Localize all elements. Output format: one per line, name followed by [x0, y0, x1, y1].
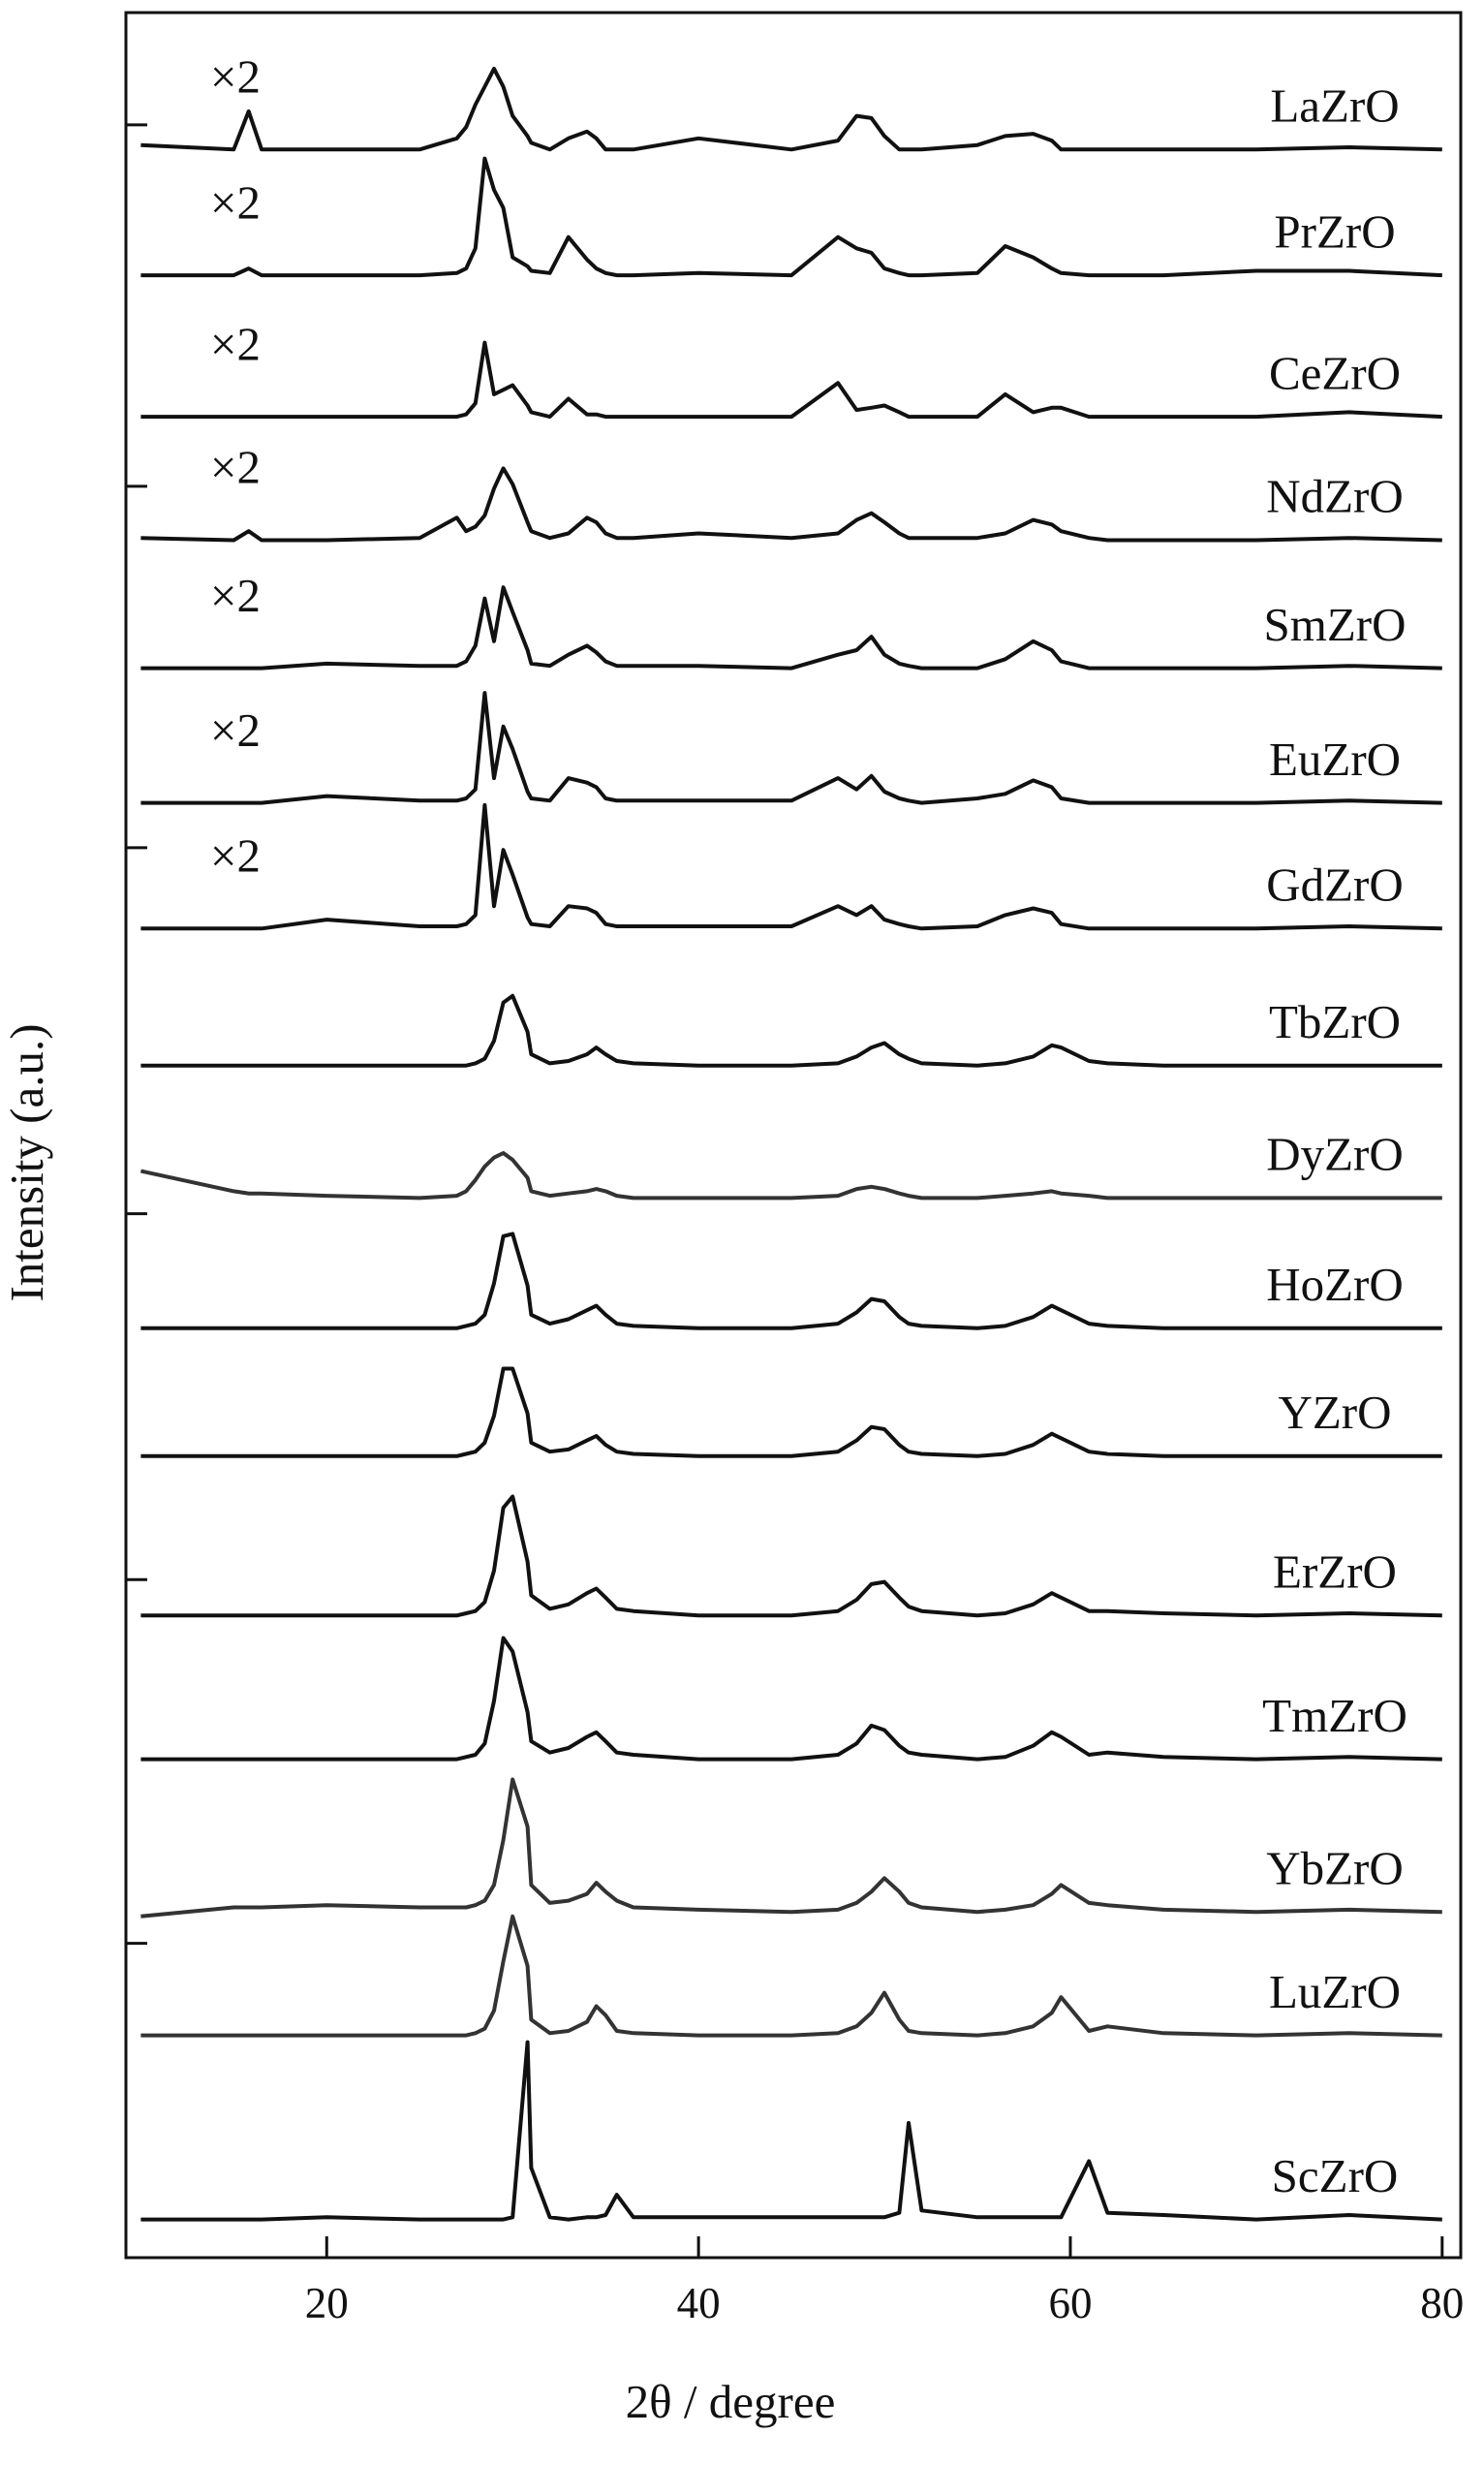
- series-label: PrZrO: [1274, 204, 1395, 258]
- x-tick-label: 40: [677, 2279, 721, 2327]
- xrd-pattern: [140, 66, 1442, 152]
- series-label: ErZrO: [1273, 1545, 1397, 1599]
- series-label: TmZrO: [1262, 1689, 1407, 1742]
- scale-label: ×2: [210, 175, 261, 229]
- series-label: SmZrO: [1264, 598, 1407, 651]
- xrd-pattern: [140, 466, 1442, 543]
- xrd-pattern: [140, 1232, 1442, 1330]
- x-tick-label: 80: [1420, 2279, 1464, 2327]
- x-tick-label: 20: [305, 2279, 349, 2327]
- xrd-pattern: [140, 993, 1442, 1068]
- xrd-pattern: [140, 585, 1442, 671]
- series-label: YbZrO: [1266, 1841, 1404, 1894]
- xrd-pattern: [140, 1777, 1442, 1919]
- scale-label: ×2: [210, 441, 261, 494]
- y-axis-label: Intensity (a.u.): [0, 1023, 53, 1301]
- series-label: GdZrO: [1266, 858, 1404, 912]
- plot-frame: [124, 11, 1463, 2260]
- series-label: TbZrO: [1269, 995, 1401, 1048]
- x-axis-label: 2θ / degree: [626, 2375, 836, 2428]
- scale-label: ×2: [210, 703, 261, 757]
- x-tick-label: 60: [1048, 2279, 1092, 2327]
- xrd-pattern: [140, 1366, 1442, 1458]
- series-label: LaZrO: [1270, 79, 1399, 133]
- xrd-pattern: [140, 2040, 1442, 2222]
- xrd-pattern: [140, 691, 1442, 805]
- series-label: ScZrO: [1272, 2149, 1399, 2202]
- xrd-pattern: [140, 802, 1442, 931]
- series-label: CeZrO: [1269, 346, 1401, 399]
- scale-label: ×2: [210, 829, 261, 883]
- series-label: LuZrO: [1269, 1965, 1401, 2018]
- xrd-pattern: [140, 340, 1442, 420]
- series-label: NdZrO: [1266, 470, 1404, 523]
- xrd-pattern: [140, 1914, 1442, 2038]
- xrd-pattern: [140, 1494, 1442, 1618]
- xrd-pattern: [139, 1151, 1442, 1201]
- scale-label: ×2: [210, 50, 261, 104]
- scale-label: ×2: [210, 317, 261, 370]
- scale-label: ×2: [210, 569, 261, 622]
- xrd-pattern: [140, 156, 1442, 278]
- xrd-pattern: [140, 1636, 1442, 1762]
- series-label: DyZrO: [1266, 1128, 1404, 1181]
- series-label: YZrO: [1278, 1386, 1391, 1439]
- series-label: EuZrO: [1269, 733, 1401, 786]
- series-label: HoZrO: [1266, 1258, 1404, 1311]
